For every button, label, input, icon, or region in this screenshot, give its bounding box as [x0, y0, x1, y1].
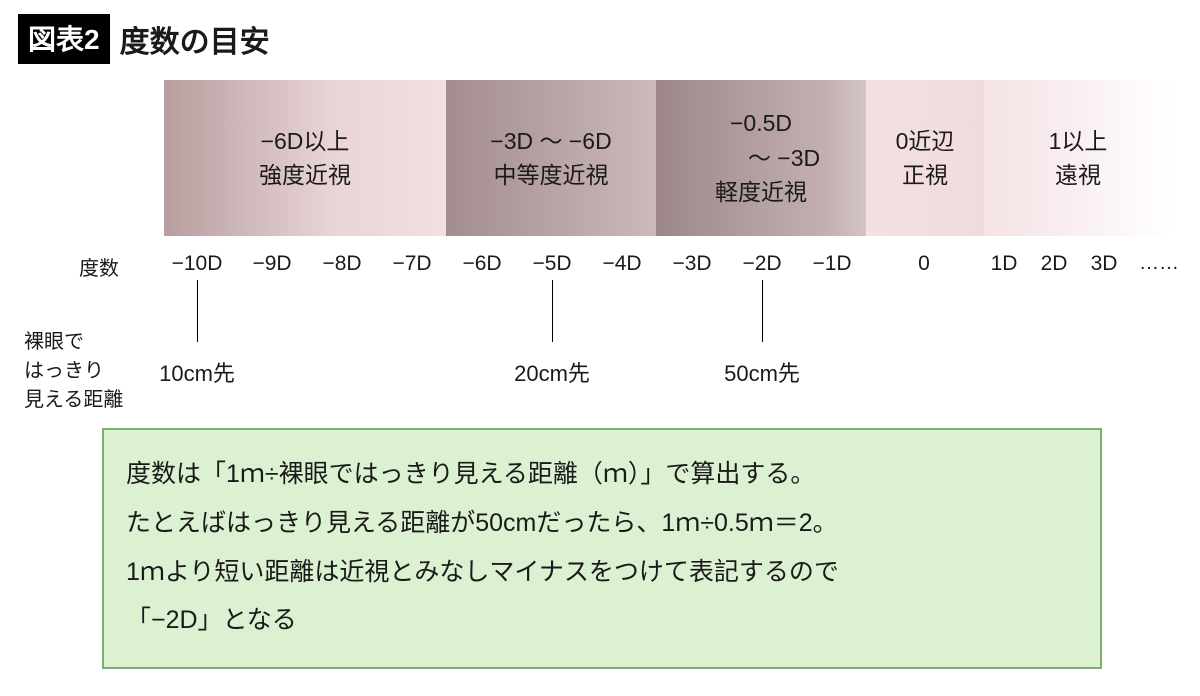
note-line: 「−2D」となる [126, 596, 1078, 645]
header: 図表2 度数の目安 [0, 0, 1200, 64]
note-line: 度数は「1ｍ÷裸眼ではっきり見える距離（ｍ）」で算出する。 [126, 450, 1078, 499]
zone-range-label: 1以上 [1049, 124, 1108, 159]
tick-label: −8D [322, 252, 361, 276]
tick-label: −6D [462, 252, 501, 276]
zone-category-label: 強度近視 [259, 158, 351, 193]
figure-badge: 図表2 [18, 14, 110, 64]
tick-label: 0 [918, 252, 930, 276]
tick-label: −2D [742, 252, 781, 276]
zone-range-label: 0近辺 [896, 124, 955, 159]
distance-label-line: 裸眼で [24, 328, 123, 357]
tick-label: 1D [991, 252, 1018, 276]
zone-mild: −0.5D 〜 −3D軽度近視 [656, 80, 866, 236]
zone-range-label: −3D 〜 −6D [490, 124, 611, 159]
zone-strong: −6D以上強度近視 [164, 80, 446, 236]
explanation-note: 度数は「1ｍ÷裸眼ではっきり見える距離（ｍ）」で算出する。たとえばはっきり見える… [102, 428, 1102, 669]
axis-label-distance: 裸眼ではっきり見える距離 [24, 328, 123, 415]
distance-value-label: 50cm先 [724, 356, 800, 388]
note-line: 1ｍより短い距離は近視とみなしマイナスをつけて表記するので [126, 548, 1078, 597]
zone-category-label: 正視 [902, 158, 948, 193]
tick-label: −9D [252, 252, 291, 276]
tick-label: 3D [1091, 252, 1118, 276]
distance-label-line: はっきり [24, 357, 123, 386]
tick-label: −10D [172, 252, 223, 276]
distance-value-label: 20cm先 [514, 356, 590, 388]
distance-drop-line [197, 280, 198, 342]
figure-title: 度数の目安 [120, 17, 270, 61]
zone-range-label-cont: 〜 −3D [702, 141, 820, 176]
axis-label-diopter: 度数 [79, 252, 119, 281]
zone-category-label: 遠視 [1055, 158, 1101, 193]
tick-label: −1D [812, 252, 851, 276]
tick-label: −3D [672, 252, 711, 276]
distance-label-line: 見える距離 [24, 386, 123, 415]
distance-drop-line [552, 280, 553, 342]
tick-label: −5D [532, 252, 571, 276]
note-line: たとえばはっきり見える距離が50cmだったら、1ｍ÷0.5ｍ＝2。 [126, 499, 1078, 548]
tick-ellipsis: …… [1139, 252, 1179, 275]
zone-range-label: −0.5D [730, 106, 792, 141]
tick-label: −4D [602, 252, 641, 276]
zone-hyper: 1以上遠視 [984, 80, 1172, 236]
zone-category-label: 中等度近視 [494, 158, 609, 193]
tick-label: −7D [392, 252, 431, 276]
distance-value-label: 10cm先 [159, 356, 235, 388]
zone-range-label: −6D以上 [261, 124, 350, 159]
zone-moderate: −3D 〜 −6D中等度近視 [446, 80, 656, 236]
zone-category-label: 軽度近視 [715, 175, 807, 210]
tick-label: 2D [1041, 252, 1068, 276]
distance-drop-line [762, 280, 763, 342]
zone-normal: 0近辺正視 [866, 80, 984, 236]
